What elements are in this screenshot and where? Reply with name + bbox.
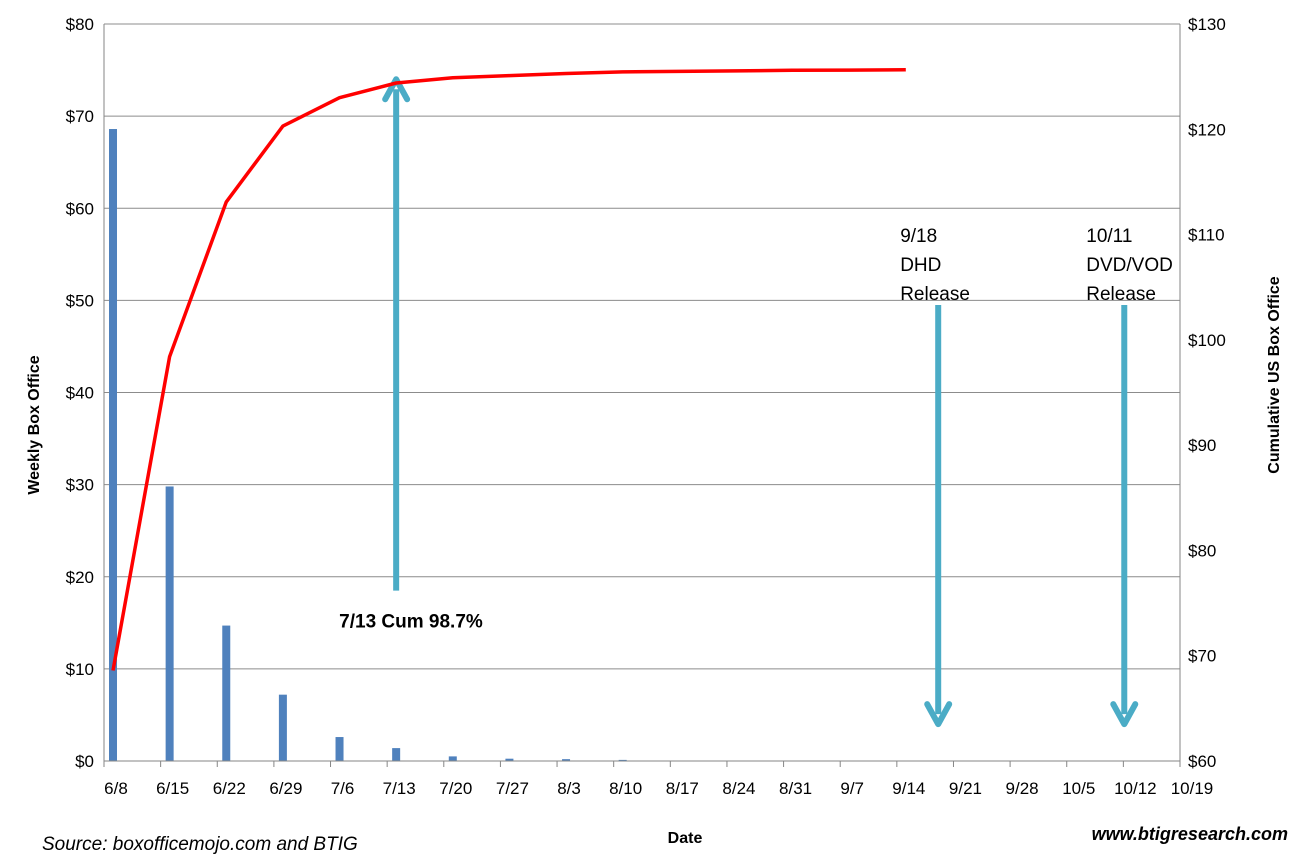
annotation-text: Release: [1086, 284, 1156, 305]
y-left-tick: $20: [66, 568, 94, 587]
x-tick-label: 8/31: [779, 779, 812, 798]
x-tick-labels: 6/8 6/15 6/22 6/29 7/6 7/13 7/20 7/27 8/3 8/10 8/1…: [104, 779, 1213, 798]
bar: [335, 737, 344, 761]
website-note: www.btigresearch.com: [1092, 824, 1288, 844]
y-right-tick: $100: [1188, 331, 1226, 350]
y-right-tick: $80: [1188, 541, 1216, 560]
x-tick-label: 9/14: [892, 779, 925, 798]
y-left-axis-title: Weekly Box Office: [26, 355, 43, 494]
x-tick-label: 6/15: [156, 779, 189, 798]
x-tick-label: 7/13: [383, 779, 416, 798]
bar: [505, 758, 514, 761]
y-right-tick: $60: [1188, 752, 1216, 771]
y-right-tick-labels: $60 $70 $80 $90 $100 $110 $120 $130: [1188, 15, 1226, 771]
x-tick-label: 9/7: [840, 779, 864, 798]
cumulative-series-line: [111, 68, 906, 671]
annotations: 7/13 Cum 98.7% 9/18 DHD Release 10/11 DVD/VOD…: [339, 226, 1173, 633]
x-tick-label: 6/8: [104, 779, 128, 798]
x-tick-label: 8/3: [557, 779, 581, 798]
y-right-axis-title: Cumulative US Box Office: [1266, 276, 1283, 473]
y-right-tick: $90: [1188, 436, 1216, 455]
axes: [103, 24, 1181, 767]
annotation-text: DVD/VOD: [1086, 255, 1173, 276]
arrow-head: [382, 76, 411, 103]
bar: [165, 486, 174, 761]
annotation-arrows: [382, 76, 1139, 728]
source-note: Source: boxofficemojo.com and BTIG: [42, 834, 358, 855]
bar: [562, 759, 571, 761]
x-tick-label: 10/12: [1114, 779, 1157, 798]
x-tick-label: 6/22: [213, 779, 246, 798]
y-left-tick: $60: [66, 199, 94, 218]
x-tick-label: 8/10: [609, 779, 642, 798]
y-left-tick: $0: [75, 752, 94, 771]
annotation-text: 7/13 Cum 98.7%: [339, 612, 483, 633]
x-tick-label: 8/24: [722, 779, 755, 798]
weekly-bars: [109, 129, 854, 762]
y-left-tick: $10: [66, 660, 94, 679]
gridlines: [104, 23, 1180, 670]
y-left-tick: $40: [66, 384, 94, 403]
bar: [618, 759, 627, 761]
x-tick-label: 8/17: [666, 779, 699, 798]
y-right-tick: $120: [1188, 120, 1226, 139]
bar: [278, 694, 287, 761]
y-left-tick: $70: [66, 107, 94, 126]
x-tick-label: 7/27: [496, 779, 529, 798]
y-left-tick: $50: [66, 291, 94, 310]
y-right-tick: $110: [1188, 226, 1225, 245]
bar: [448, 756, 457, 761]
x-tick-label: 7/6: [331, 779, 355, 798]
x-tick-label: 10/19: [1171, 779, 1214, 798]
bar: [222, 625, 231, 761]
annotation-text: DHD: [900, 255, 941, 276]
y-left-tick: $30: [66, 476, 94, 495]
annotation-text: 9/18: [900, 226, 937, 247]
cumulative-line: [111, 68, 906, 671]
arrow-head: [924, 701, 953, 728]
y-right-tick: $70: [1188, 647, 1216, 666]
x-tick-label: 7/20: [439, 779, 472, 798]
x-tick-label: 9/28: [1006, 779, 1039, 798]
x-tick-label: 9/21: [949, 779, 982, 798]
y-right-tick: $130: [1188, 15, 1226, 34]
x-tick-label: 6/29: [269, 779, 302, 798]
x-tick-label: 10/5: [1062, 779, 1095, 798]
y-left-tick: $80: [66, 15, 94, 34]
annotation-text: Release: [900, 284, 970, 305]
y-left-tick-labels: $0 $10 $20 $30 $40 $50 $60 $70 $80: [66, 15, 94, 771]
bar: [392, 748, 401, 761]
bar: [109, 129, 117, 761]
arrow-head: [1110, 701, 1139, 728]
x-axis-title: Date: [668, 830, 703, 847]
annotation-text: 10/11: [1086, 226, 1132, 247]
